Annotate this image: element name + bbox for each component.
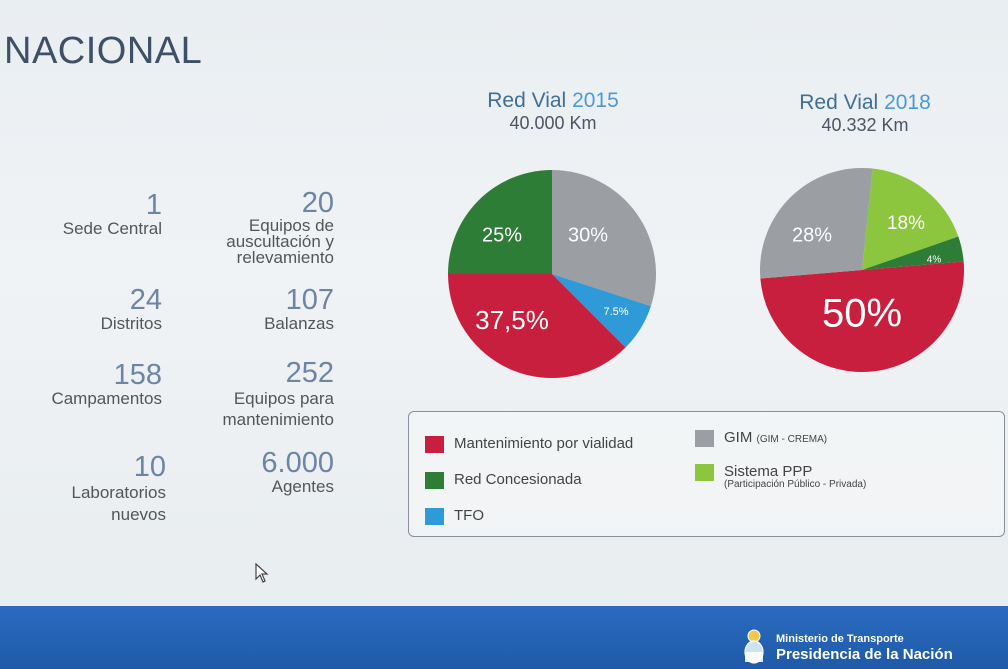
stat-label: Agentes: [271, 477, 334, 496]
chart-subtitle: 40.332 Km: [821, 115, 909, 135]
legend-label-sub: (Participación Público - Privada): [724, 479, 867, 490]
pie-slice-label: 28%: [792, 224, 832, 246]
pie-chart-2018: 18% 4% 50% 28%: [760, 167, 964, 372]
stat-number: 20: [301, 187, 334, 219]
legend-swatch: [695, 430, 714, 447]
stat-number: 158: [113, 359, 162, 391]
pie-slice-label: 30%: [568, 224, 608, 246]
footer-bar: Ministerio de Transporte Presidencia de …: [0, 606, 1008, 669]
legend-swatch: [425, 436, 444, 453]
pie-slice-gim: [760, 167, 873, 279]
stat-balanzas: 107 Balanzas: [196, 285, 334, 332]
legend-label-main: Sistema PPP: [724, 463, 813, 480]
chart-title-prefix: Red Vial: [487, 89, 567, 112]
chart-subtitle: 40.000 Km: [509, 113, 597, 133]
legend-swatch: [425, 472, 444, 489]
stat-campamentos: 158 Campamentos: [20, 360, 162, 407]
chart-2018-header: Red Vial 2018 40.332 Km: [735, 91, 995, 136]
legend-swatch: [695, 464, 714, 481]
legend-item-sistema-ppp: Sistema PPP (Participación Público - Priv…: [695, 464, 866, 490]
pie-slice-mantenimiento-por-vialidad: [448, 274, 626, 378]
stat-label: Sede Central: [62, 219, 162, 238]
stat-distritos: 24 Distritos: [30, 285, 162, 332]
stat-equipos-auscultacion: 20 Equipos de auscultación y relevamient…: [196, 188, 334, 266]
stat-equipos-mantenimiento: 252 Equipos para mantenimiento: [196, 358, 334, 430]
chart-legend: Mantenimiento por vialidad GIM (GIM - CR…: [408, 411, 1005, 537]
stat-number: 107: [285, 284, 334, 316]
coat-of-arms-icon: [744, 629, 764, 664]
legend-label: Red Concesionada: [454, 471, 582, 488]
pie-slice-sistema-ppp: [862, 168, 959, 270]
mouse-pointer-icon: [255, 563, 269, 583]
pie-slice-tfo: [552, 274, 651, 348]
stat-number: 1: [145, 189, 162, 221]
pie-slice-label: 7.5%: [603, 306, 628, 318]
page-title: NACIONAL: [4, 30, 203, 72]
stat-label: Equipos para mantenimiento: [222, 389, 334, 429]
pie-slice-red-concesionada: [862, 236, 964, 270]
legend-label: TFO: [454, 507, 484, 524]
chart-title: Red Vial 2018: [735, 91, 995, 115]
stat-label: Campamentos: [51, 389, 162, 408]
stat-label: Balanzas: [264, 314, 334, 333]
footer-ministry: Ministerio de Transporte: [776, 633, 904, 645]
pie-slice-label: 18%: [887, 213, 925, 234]
legend-label: Sistema PPP (Participación Público - Priv…: [724, 464, 866, 490]
pie-slice-label: 25%: [482, 224, 522, 246]
chart-2015-header: Red Vial 2015 40.000 Km: [423, 89, 683, 134]
chart-title-year: 2015: [572, 89, 619, 112]
pie-slice-label: 4%: [927, 255, 942, 266]
stat-label: Equipos de auscultación y relevamiento: [226, 216, 334, 267]
pie-slice-label: 37,5%: [475, 305, 549, 335]
pie-slice-label: 50%: [822, 292, 902, 336]
chart-title-prefix: Red Vial: [799, 91, 879, 114]
chart-title-year: 2018: [884, 91, 931, 114]
legend-label: Mantenimiento por vialidad: [454, 435, 634, 452]
pie-slice-red-concesionada: [448, 170, 552, 274]
legend-item-gim: GIM (GIM - CREMA): [695, 430, 827, 448]
stat-label: Laboratorios nuevos: [71, 483, 166, 524]
stat-agentes: 6.000 Agentes: [196, 448, 334, 495]
footer-presidency: Presidencia de la Nación: [776, 646, 953, 663]
stat-number: 24: [129, 284, 162, 316]
stat-label: Distritos: [100, 314, 162, 333]
chart-title: Red Vial 2015: [423, 89, 683, 113]
stat-number: 10: [133, 451, 166, 483]
legend-item-tfo: TFO: [425, 508, 484, 525]
legend-swatch: [425, 508, 444, 525]
legend-label-main: GIM: [724, 429, 753, 446]
stat-number: 252: [285, 357, 334, 389]
stat-sede-central: 1 Sede Central: [30, 190, 162, 237]
pie-chart-2015: 30% 7.5% 37,5% 25%: [448, 170, 656, 378]
legend-item-mantenimiento: Mantenimiento por vialidad: [425, 436, 633, 453]
legend-label: GIM (GIM - CREMA): [724, 430, 827, 448]
stat-number: 6.000: [261, 447, 334, 479]
pie-slice-mantenimiento-por-vialidad: [760, 261, 964, 372]
stat-laboratorios: 10 Laboratorios nuevos: [40, 452, 166, 526]
legend-label-sub: (GIM - CREMA): [756, 434, 828, 445]
legend-item-red-concesionada: Red Concesionada: [425, 472, 582, 489]
pie-slice-gim: [552, 170, 656, 307]
